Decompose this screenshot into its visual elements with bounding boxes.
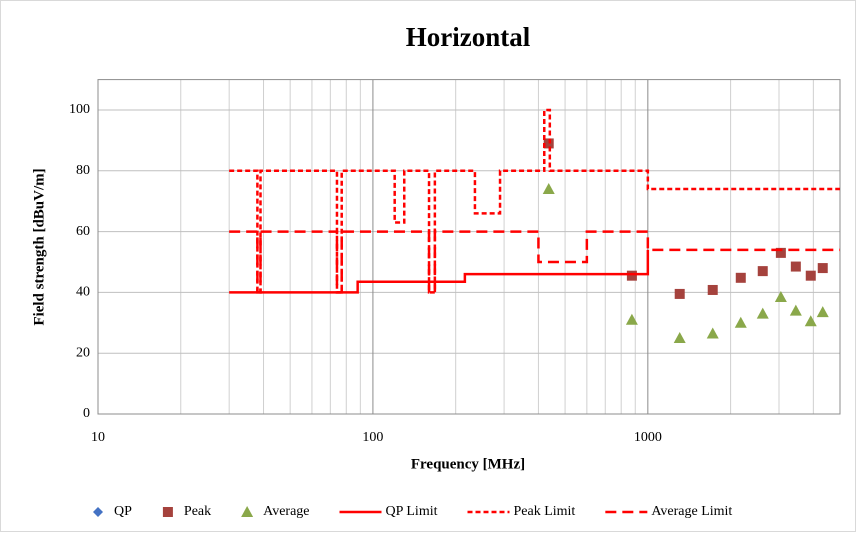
marker bbox=[706, 327, 719, 339]
plot-border bbox=[97, 79, 841, 415]
marker bbox=[756, 307, 769, 319]
y-tick-label: 100 bbox=[69, 102, 90, 117]
marker bbox=[542, 183, 555, 195]
marker bbox=[735, 272, 746, 283]
y-tick-label: 60 bbox=[76, 224, 90, 239]
x-tick-label: 10 bbox=[91, 430, 105, 445]
y-tick-label: 0 bbox=[83, 406, 90, 421]
legend-label: Average bbox=[263, 504, 309, 519]
legend-marker bbox=[241, 506, 254, 517]
limit-line bbox=[229, 230, 840, 294]
marker bbox=[774, 290, 787, 302]
y-axis-label: Field strength [dBuV/m] bbox=[31, 168, 47, 325]
legend-label: QP Limit bbox=[386, 504, 438, 519]
legend-label: QP bbox=[114, 504, 132, 519]
marker bbox=[734, 316, 747, 328]
marker bbox=[805, 270, 816, 281]
marker bbox=[816, 306, 829, 318]
marker bbox=[790, 261, 801, 272]
marker bbox=[674, 288, 685, 299]
legend-marker bbox=[93, 507, 103, 517]
marker bbox=[804, 315, 817, 327]
marker bbox=[775, 247, 786, 258]
marker bbox=[707, 284, 718, 295]
y-tick-label: 40 bbox=[76, 285, 90, 300]
chart-title: Horizontal bbox=[406, 22, 531, 52]
legend-label: Average Limit bbox=[651, 504, 732, 519]
marker bbox=[673, 332, 686, 343]
marker bbox=[757, 266, 768, 277]
y-tick-label: 80 bbox=[76, 163, 90, 178]
legend-label: Peak bbox=[184, 504, 211, 519]
marker bbox=[817, 263, 828, 274]
marker bbox=[626, 270, 637, 281]
x-axis-label: Frequency [MHz] bbox=[411, 456, 525, 472]
x-tick-label: 100 bbox=[362, 430, 383, 445]
x-tick-label: 1000 bbox=[634, 430, 662, 445]
marker bbox=[625, 313, 638, 325]
y-tick-label: 20 bbox=[76, 345, 90, 360]
legend-marker bbox=[162, 507, 173, 517]
limit-line bbox=[229, 249, 650, 294]
marker bbox=[789, 304, 802, 316]
legend-label: Peak Limit bbox=[514, 504, 576, 519]
